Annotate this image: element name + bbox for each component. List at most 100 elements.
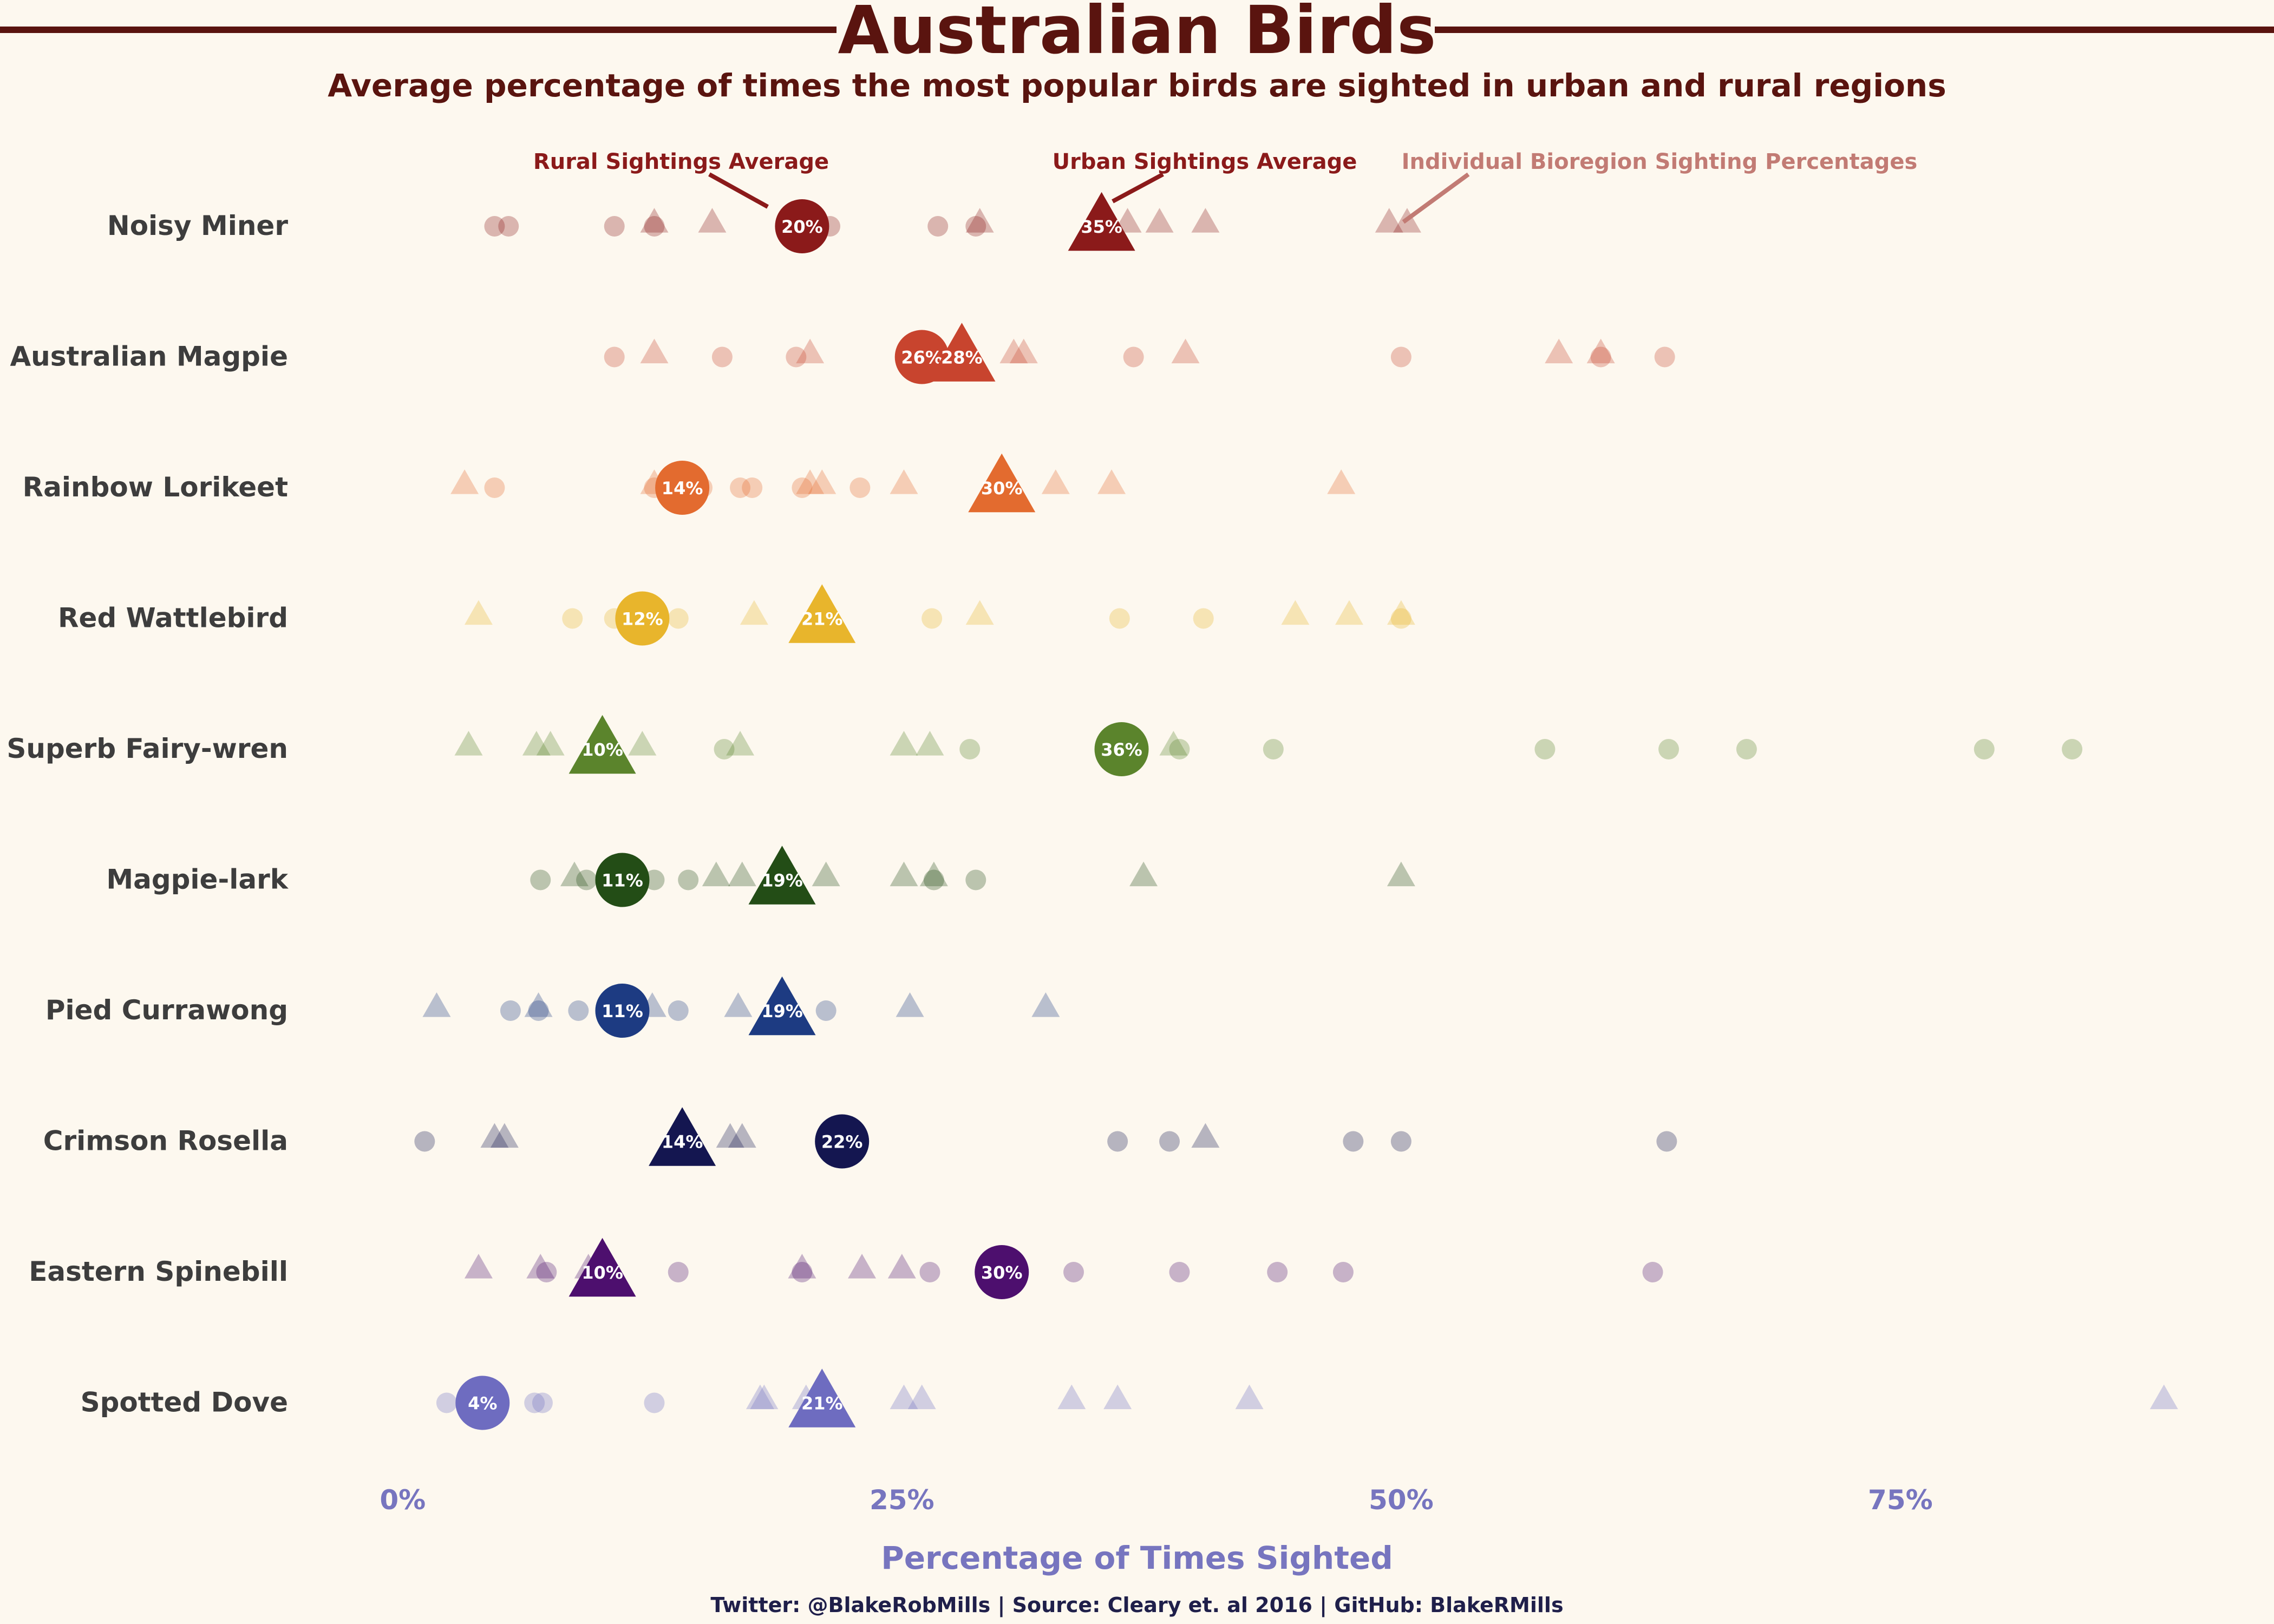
rural-point [1658, 739, 1680, 759]
urban-point [464, 600, 493, 625]
urban-point [422, 992, 451, 1017]
bird-row-rainbow-lorikeet: 14% 30% [450, 453, 1356, 515]
rural-point [484, 216, 505, 237]
rural-point [604, 346, 625, 368]
urban-point [796, 469, 825, 494]
urban-point [1235, 1384, 1264, 1410]
urban-point [526, 1254, 555, 1279]
rural-point [644, 216, 665, 237]
urban-average-label: 10% [581, 1262, 623, 1283]
annotation-urban: Urban Sightings Average [1053, 149, 1357, 174]
bird-label-magpie-lark: Magpie-lark [106, 864, 289, 895]
urban-point [1387, 861, 1415, 887]
rural-point [498, 216, 519, 237]
urban-average-marker [568, 1237, 636, 1297]
rural-point [678, 869, 699, 890]
rural-point [644, 869, 665, 890]
rural-point [2062, 739, 2083, 759]
rural-average-label: 22% [821, 1132, 863, 1152]
urban-point [1191, 208, 1220, 233]
x-tick-label: 0% [380, 1484, 426, 1516]
rural-point [714, 739, 735, 759]
rural-point [965, 216, 986, 237]
rural-point [562, 608, 583, 629]
rural-point [1109, 608, 1130, 629]
urban-point [1009, 338, 1038, 364]
bird-row-pied-currawong: 11% 19% [422, 976, 1060, 1038]
urban-point [919, 861, 948, 887]
rural-point [436, 1392, 457, 1413]
x-axis-ticks: 0% 25% 50% 75% [380, 1484, 1932, 1516]
rural-point [1343, 1131, 1364, 1152]
urban-point [2149, 1384, 2178, 1410]
bird-row-crimson-rosella: 22% 14% [414, 1107, 1677, 1169]
bird-label-superb-fairy-wren: Superb Fairy-wren [6, 733, 288, 764]
urban-point [1031, 992, 1060, 1017]
rural-average-label: 4% [468, 1393, 497, 1414]
urban-average-label: 35% [1081, 217, 1122, 237]
urban-point [965, 208, 994, 233]
urban-average-marker [568, 715, 636, 774]
rural-point [1654, 346, 1675, 368]
rural-point [414, 1131, 435, 1152]
rural-point [668, 1262, 689, 1282]
urban-point [1327, 469, 1356, 494]
urban-average-label: 30% [981, 478, 1023, 499]
urban-average-marker [748, 976, 816, 1036]
rural-average-label: 30% [981, 1262, 1023, 1283]
urban-point [1545, 338, 1573, 364]
rural-point [730, 477, 751, 498]
rural-point [711, 346, 733, 368]
rural-average-marker [615, 591, 670, 646]
urban-point [999, 338, 1028, 364]
urban-point [1281, 600, 1310, 625]
urban-point [726, 731, 755, 756]
rural-average-label: 11% [602, 870, 643, 891]
rural-point [1123, 346, 1144, 368]
urban-point [916, 731, 944, 756]
urban-point [890, 1384, 918, 1410]
rural-average-label: 36% [1101, 739, 1142, 760]
rural-point [1169, 1262, 1190, 1282]
rural-point [959, 739, 981, 759]
caption: Twitter: @BlakeRobMills | Source: Cleary… [710, 1593, 1563, 1618]
urban-point [890, 731, 918, 756]
urban-point [724, 992, 753, 1017]
urban-point [808, 469, 837, 494]
urban-point [848, 1254, 877, 1279]
urban-average-marker [649, 1107, 716, 1166]
rural-average-marker [655, 461, 710, 515]
urban-average-label: 21% [801, 609, 843, 630]
urban-point [1057, 1384, 1086, 1410]
rural-point [742, 477, 763, 498]
urban-point [454, 731, 483, 756]
urban-point [560, 861, 589, 887]
urban-point [887, 1254, 916, 1279]
urban-point [890, 469, 918, 494]
rural-point [1656, 1131, 1677, 1152]
urban-point [965, 600, 994, 625]
rural-point [923, 869, 944, 890]
urban-point [628, 731, 657, 756]
urban-point [1171, 338, 1200, 364]
urban-point [746, 1384, 774, 1410]
rural-point [576, 869, 597, 890]
urban-point [728, 1123, 756, 1148]
rural-point [922, 608, 943, 629]
urban-point [728, 861, 756, 887]
rural-point [1267, 1262, 1288, 1282]
annotation-leader-rural [708, 172, 769, 209]
x-tick-label: 75% [1868, 1484, 1933, 1516]
urban-point [788, 1254, 816, 1279]
urban-point [464, 1254, 493, 1279]
bird-label-noisy-miner: Noisy Miner [107, 210, 288, 241]
bird-row-eastern-spinebill: 30% 10% [464, 1237, 1663, 1299]
rural-point [1590, 346, 1611, 368]
bird-row-red-wattlebird: 12% 21% [464, 584, 1415, 646]
chart-marks: 20% 35%26%28%14% 30%12% 21%36%10%11% 19%11% 1… [414, 192, 2178, 1430]
rural-point [927, 216, 949, 237]
urban-point [1191, 1123, 1220, 1148]
urban-average-label: 19% [761, 870, 803, 891]
